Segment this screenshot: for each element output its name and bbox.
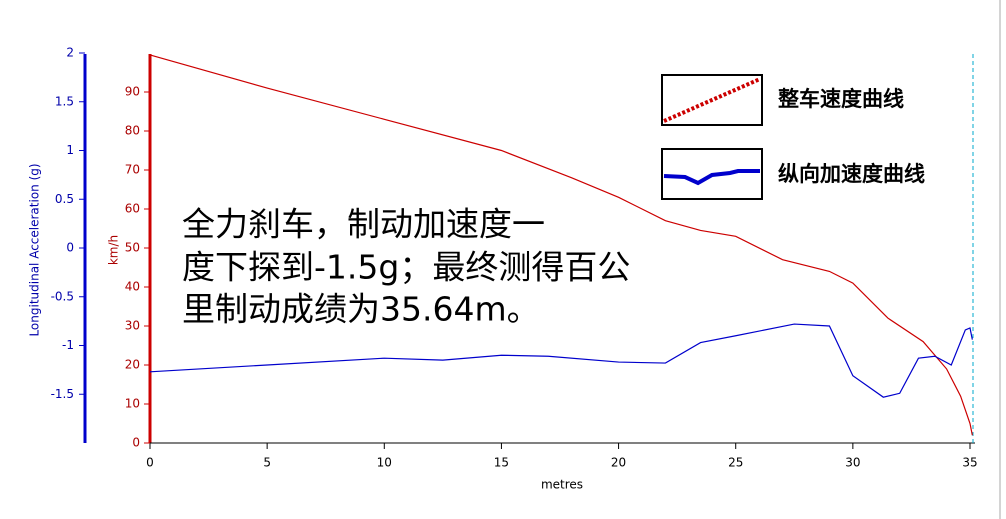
y2-tick-label: 20 — [125, 358, 140, 372]
y-tick-label: -1 — [62, 338, 74, 352]
x-tick-label: 20 — [611, 456, 626, 470]
annotation-line: 里制动成绩为35.64m。 — [182, 290, 540, 329]
y-tick-label: 0.5 — [55, 192, 74, 206]
y2-tick-label: 10 — [125, 397, 140, 411]
x-tick-label: 35 — [962, 456, 977, 470]
x-tick-label: 5 — [263, 456, 271, 470]
y-axis-title: Longitudinal Acceleration (g) — [28, 163, 42, 336]
y2-tick-label: 60 — [125, 202, 140, 216]
y-tick-label: 2 — [66, 46, 74, 60]
data-line — [149, 54, 973, 436]
y2-tick-label: 50 — [125, 241, 140, 255]
y2-axis-title: km/h — [107, 235, 121, 265]
legend-swatch — [663, 77, 761, 123]
legend-label: 纵向加速度曲线 — [778, 162, 925, 186]
x-tick-label: 25 — [728, 456, 743, 470]
x-axis-title: metres — [541, 478, 583, 492]
y-tick-label: 1.5 — [55, 94, 74, 108]
y2-tick-label: 70 — [125, 163, 140, 177]
data-line — [149, 323, 973, 398]
y-tick-label: 0 — [66, 241, 74, 255]
annotation-line: 全力刹车，制动加速度一 — [182, 205, 545, 244]
y2-tick-label: 30 — [125, 319, 140, 333]
legend-swatch — [663, 169, 760, 186]
y2-tick-label: 80 — [125, 124, 140, 138]
y2-tick-label: 0 — [132, 436, 140, 450]
y-tick-label: -1.5 — [51, 387, 74, 401]
y2-tick-label: 90 — [125, 85, 140, 99]
legend-label: 整车速度曲线 — [778, 87, 904, 111]
y-tick-label: 1 — [66, 143, 74, 157]
x-tick-label: 15 — [494, 456, 509, 470]
y-tick-label: -0.5 — [51, 289, 74, 303]
legend-box — [661, 148, 763, 200]
annotation-line: 度下探到-1.5g；最终测得百公 — [182, 248, 630, 287]
y2-tick-label: 40 — [125, 280, 140, 294]
x-tick-label: 10 — [377, 456, 392, 470]
x-tick-label: 30 — [845, 456, 860, 470]
annotation: 全力刹车，制动加速度一 度下探到-1.5g；最终测得百公 里制动成绩为35.64… — [182, 205, 630, 329]
x-tick-label: 0 — [146, 456, 154, 470]
